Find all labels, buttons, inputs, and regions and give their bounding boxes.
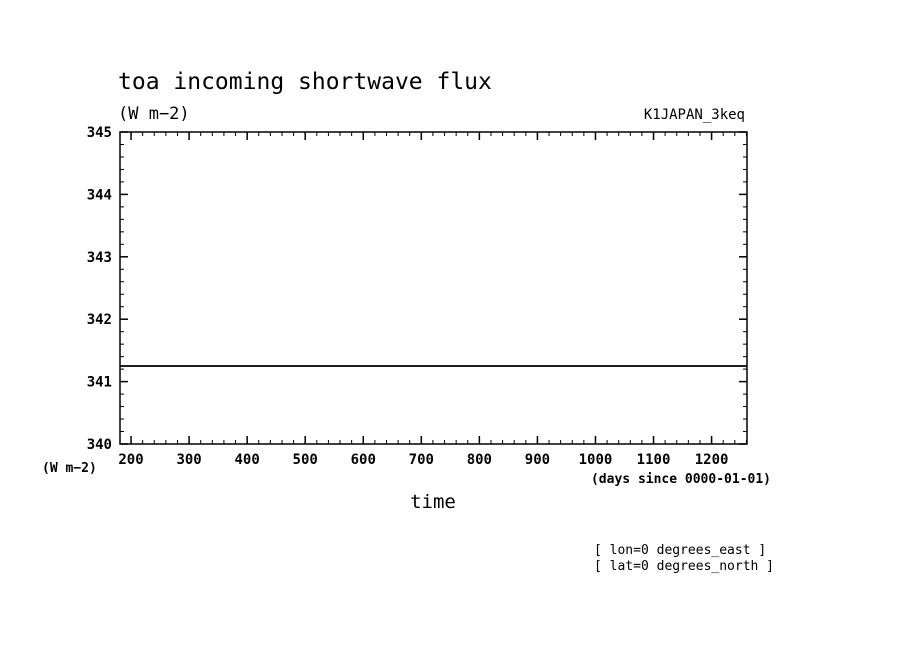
- x-tick-label: 700: [409, 452, 434, 468]
- axis-ticks: [120, 131, 747, 445]
- x-tick-label: 1100: [637, 452, 671, 468]
- x-tick-label: 900: [525, 452, 550, 468]
- x-tick-label: 800: [467, 452, 492, 468]
- x-axis-units: (days since 0000-01-01): [591, 472, 771, 487]
- annotation-lon: [ lon=0 degrees_east ]: [594, 543, 766, 558]
- y-axis-units: (W m−2): [42, 461, 97, 476]
- x-tick-label: 400: [234, 452, 259, 468]
- x-tick-labels: 200 300 400 500 600 700 800 900 1000 1100 1200: [118, 452, 728, 468]
- y-tick-label: 345: [87, 125, 112, 141]
- x-tick-label: 300: [176, 452, 201, 468]
- experiment-label: K1JAPAN_3keq: [644, 107, 745, 123]
- y-tick-labels: 340 341 342 343 344 345: [87, 125, 112, 453]
- plot-frame: [119, 131, 748, 445]
- chart-title: toa incoming shortwave flux: [118, 69, 492, 95]
- y-tick-label: 341: [87, 375, 112, 391]
- x-tick-label: 200: [118, 452, 143, 468]
- y-tick-label: 340: [87, 437, 112, 453]
- x-tick-label: 1000: [579, 452, 613, 468]
- y-tick-label: 344: [87, 187, 112, 203]
- y-tick-label: 342: [87, 312, 112, 328]
- x-axis-label: time: [410, 491, 456, 513]
- x-tick-label: 1200: [695, 452, 729, 468]
- y-tick-label: 343: [87, 250, 112, 266]
- annotation-lat: [ lat=0 degrees_north ]: [594, 559, 774, 574]
- x-tick-label: 600: [351, 452, 376, 468]
- chart-units-label: (W m−2): [118, 104, 190, 124]
- x-tick-label: 500: [293, 452, 318, 468]
